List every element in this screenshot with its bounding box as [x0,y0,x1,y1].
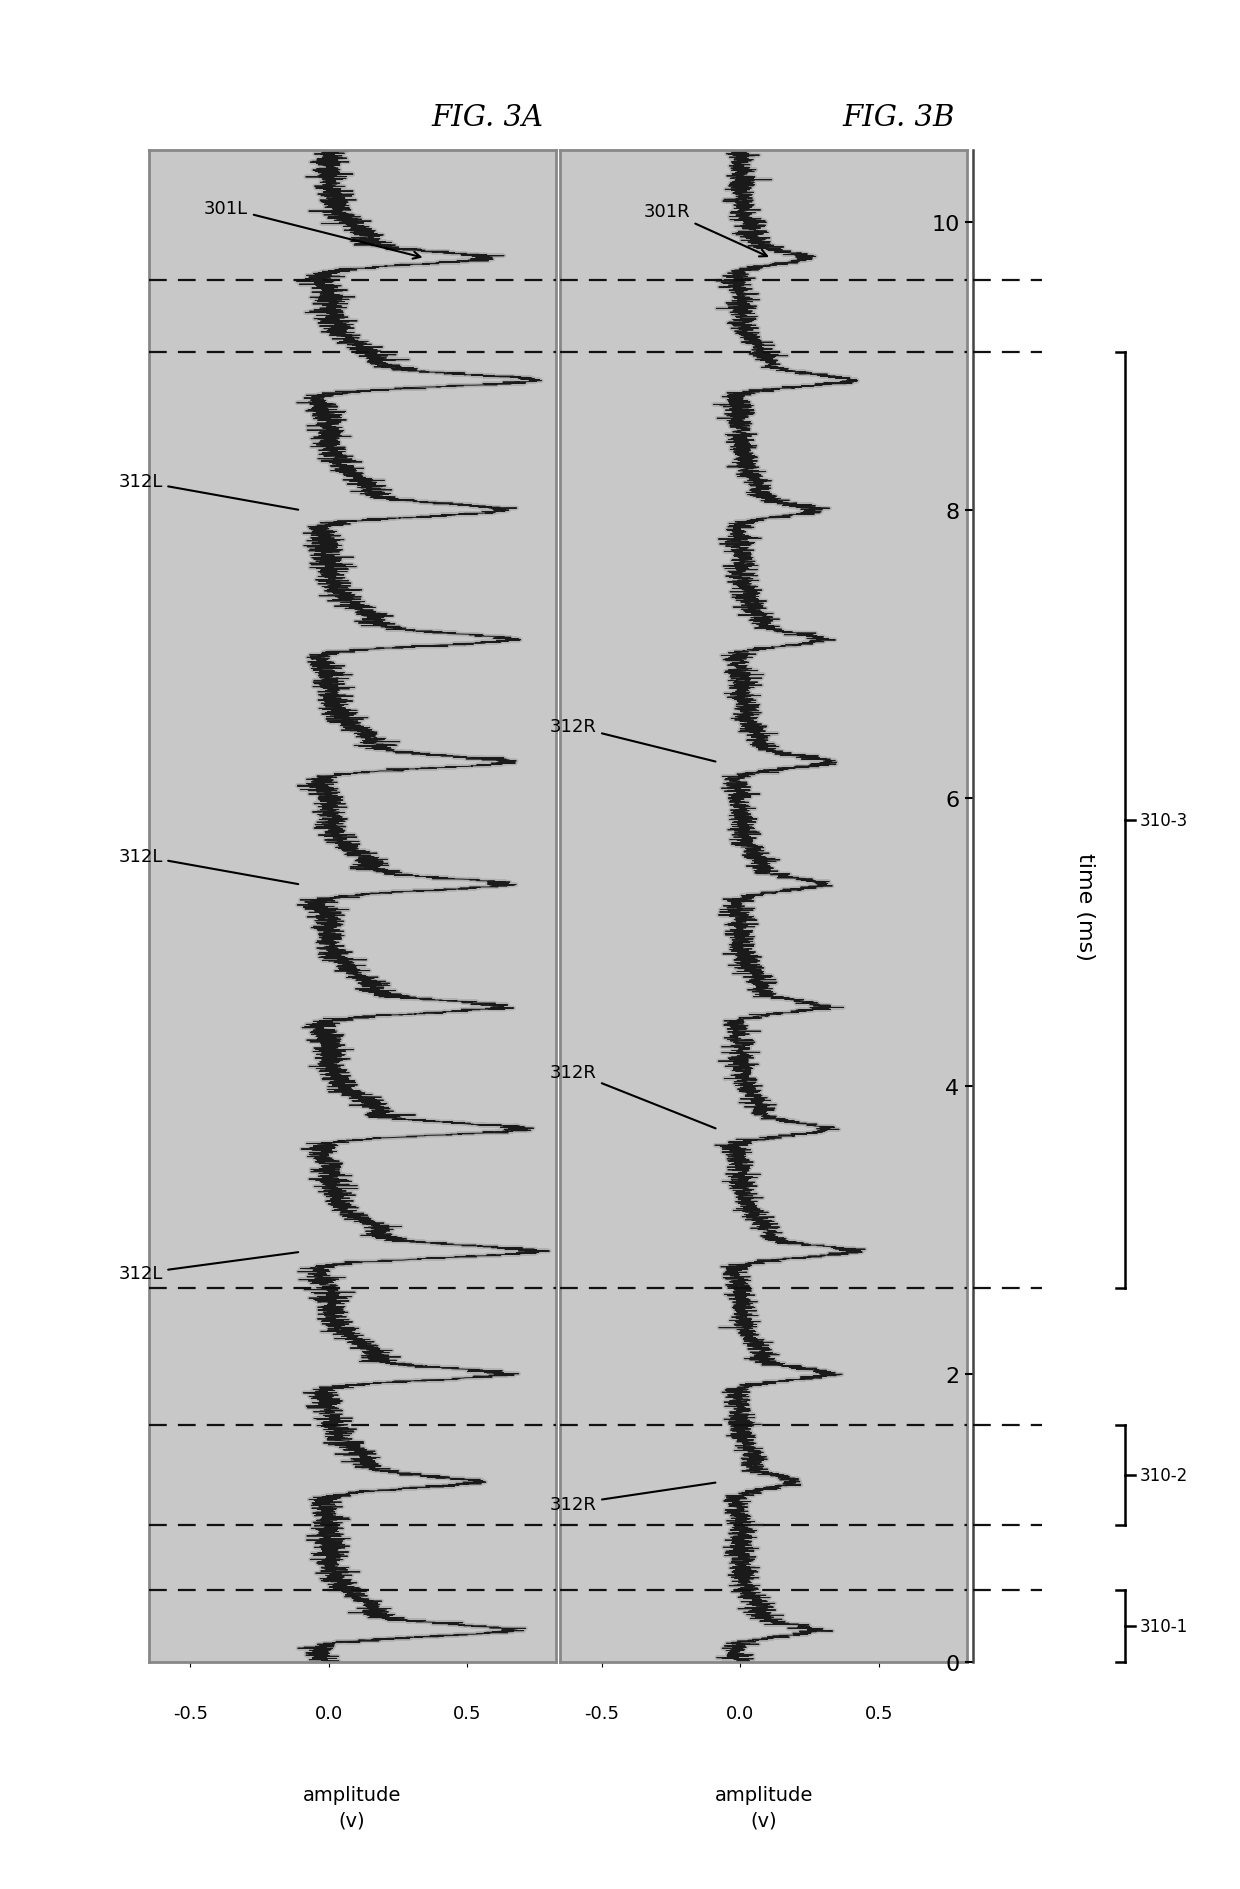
Text: 301R: 301R [644,202,768,257]
Text: FIG. 3A: FIG. 3A [432,104,543,132]
Text: 310-1: 310-1 [1140,1617,1188,1636]
Text: time (ms): time (ms) [1075,852,1095,962]
Text: 312L: 312L [118,1252,299,1283]
Text: 0.0: 0.0 [727,1704,754,1723]
Text: 301L: 301L [205,200,420,259]
Text: 312R: 312R [549,1483,715,1513]
Text: 312R: 312R [549,1064,715,1130]
Text: FIG. 3B: FIG. 3B [842,104,955,132]
Text: 310-2: 310-2 [1140,1466,1188,1485]
Text: amplitude
(v): amplitude (v) [303,1785,402,1829]
Text: 312L: 312L [118,848,299,884]
Text: 312L: 312L [118,472,299,510]
Text: 0.5: 0.5 [864,1704,893,1723]
Text: 0.0: 0.0 [315,1704,342,1723]
Text: 0.5: 0.5 [453,1704,481,1723]
Text: -0.5: -0.5 [584,1704,620,1723]
Text: -0.5: -0.5 [172,1704,208,1723]
Text: 312R: 312R [549,718,715,761]
Text: 310-3: 310-3 [1140,812,1188,829]
Text: amplitude
(v): amplitude (v) [714,1785,813,1829]
